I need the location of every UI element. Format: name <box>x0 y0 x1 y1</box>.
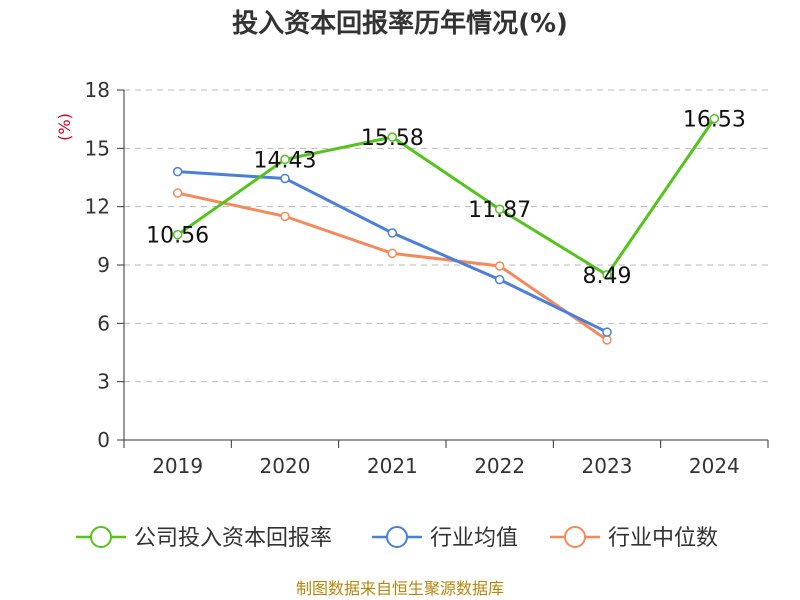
y-tick-label: 9 <box>97 253 110 277</box>
legend-label-industry_median: 行业中位数 <box>608 526 718 551</box>
series-industry_avg <box>172 166 612 337</box>
legend-marker-industry_avg <box>386 526 408 548</box>
x-tick-label: 2021 <box>367 454 418 478</box>
x-tick-label: 2022 <box>474 454 525 478</box>
data-point-company <box>602 270 612 280</box>
chart-title: 投入资本回报率历年情况(%) <box>232 8 568 39</box>
y-tick-label: 0 <box>97 428 110 452</box>
data-point-company <box>387 132 398 142</box>
legend-label-industry_avg: 行业均值 <box>430 526 518 551</box>
data-label: 8.49 <box>583 264 632 289</box>
y-axis-unit-label: (%) <box>55 113 74 141</box>
grid-lines <box>124 89 768 383</box>
y-tick-label: 12 <box>85 195 110 219</box>
source-note: 制图数据来自恒生聚源数据库 <box>296 579 504 598</box>
y-tick-label: 6 <box>97 311 110 335</box>
data-point-industry_avg <box>280 173 290 184</box>
legend-label-company: 公司投入资本回报率 <box>134 526 332 551</box>
data-point-company <box>280 154 290 165</box>
axes: 0 3 6 9 12 15 18 2019 2020 2021 2022 2023 2024 <box>85 78 769 478</box>
series-industry_median <box>172 188 612 345</box>
legend-item-industry_median[interactable]: 行业中位数 <box>550 526 718 551</box>
data-point-industry_median <box>172 188 183 198</box>
data-point-industry_avg <box>172 166 183 177</box>
legend: 公司投入资本回报率 行业均值 行业中位数 <box>76 526 718 551</box>
legend-item-industry_avg[interactable]: 行业均值 <box>372 526 518 551</box>
data-label: 11.87 <box>468 198 531 223</box>
data-point-company <box>709 113 720 124</box>
data-point-company <box>172 229 183 240</box>
data-labels: 10.56 14.43 15.58 11.87 8.49 16.53 <box>146 108 746 289</box>
x-tick-label: 2024 <box>689 454 740 478</box>
data-point-company <box>494 204 505 214</box>
x-tick-label: 2019 <box>152 454 203 478</box>
data-point-industry_median <box>387 248 398 259</box>
legend-marker-industry_median <box>564 526 586 548</box>
y-tick-label: 18 <box>85 78 110 102</box>
series-line-company <box>176 117 716 277</box>
x-tick-label: 2023 <box>582 454 633 478</box>
y-tick-label: 3 <box>97 370 110 394</box>
x-tick-label: 2020 <box>260 454 311 478</box>
data-label: 15.58 <box>361 126 424 151</box>
data-point-industry_median <box>280 211 290 222</box>
data-label: 14.43 <box>254 148 317 173</box>
y-tick-label: 15 <box>85 136 110 160</box>
data-point-industry_avg <box>494 274 505 285</box>
data-label: 10.56 <box>146 224 209 249</box>
data-point-industry_median <box>494 261 505 271</box>
data-label: 16.53 <box>683 108 746 133</box>
data-point-industry_avg <box>387 228 398 238</box>
series-company <box>172 113 720 280</box>
legend-item-company[interactable]: 公司投入资本回报率 <box>76 526 332 551</box>
data-point-industry_median <box>602 335 612 345</box>
legend-marker-company <box>90 526 112 548</box>
series-line-industry_median <box>177 191 608 342</box>
data-point-industry_avg <box>602 327 612 337</box>
series-lines <box>172 113 720 345</box>
